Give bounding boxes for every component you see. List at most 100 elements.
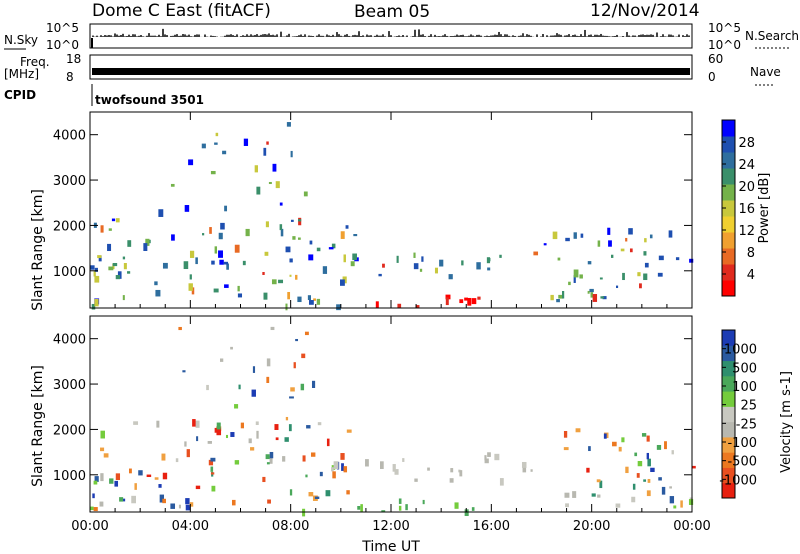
- echo-cell: [306, 425, 311, 429]
- colorbar-tick-label: 1000: [724, 343, 757, 358]
- echo-cell: [602, 296, 607, 300]
- echo-cell: [621, 437, 625, 443]
- echo-cell: [270, 326, 275, 331]
- echo-cell: [145, 238, 150, 246]
- echo-cell: [262, 476, 266, 483]
- echo-cell: [459, 470, 463, 477]
- echo-cell: [378, 273, 382, 277]
- echo-cell: [345, 225, 349, 229]
- echo-cell: [357, 506, 361, 510]
- y-tick-label: 1000: [53, 265, 86, 280]
- echo-cell: [268, 181, 272, 185]
- echo-cell: [543, 243, 547, 246]
- echo-cell: [143, 243, 148, 251]
- echo-cell: [224, 284, 229, 288]
- echo-cell: [271, 279, 277, 285]
- echo-cell: [656, 444, 662, 450]
- echo-cell: [202, 233, 205, 236]
- echo-cell: [115, 218, 120, 223]
- colorbar-tick-label: -100: [727, 436, 757, 451]
- echo-cell: [568, 281, 571, 286]
- echo-cell: [196, 436, 199, 442]
- echo-cell: [563, 447, 569, 451]
- echo-cell: [162, 262, 168, 269]
- echo-cell: [346, 490, 350, 495]
- echo-cell: [647, 458, 651, 467]
- echo-cell: [340, 279, 345, 286]
- echo-cell: [471, 507, 475, 511]
- colorbar-tick-label: -500: [727, 455, 757, 470]
- echo-cell: [343, 254, 346, 263]
- echo-cell: [90, 506, 94, 511]
- echo-cell: [558, 294, 564, 299]
- echo-cell: [309, 240, 313, 245]
- echo-cell: [255, 421, 259, 426]
- echo-cell: [564, 492, 570, 498]
- echo-cell: [98, 255, 102, 262]
- echo-cell: [405, 504, 408, 511]
- echo-cell: [487, 452, 491, 457]
- echo-cell: [230, 432, 235, 437]
- echo-cell: [218, 250, 223, 258]
- echo-cell: [589, 288, 594, 293]
- colorbar-tick-label: 500: [732, 361, 757, 376]
- colorbar-segment: [722, 168, 735, 185]
- x-tick-label: 12:00: [372, 519, 409, 534]
- cpid-value: twofsound 3501: [95, 93, 204, 107]
- echo-cell: [282, 456, 286, 462]
- echo-cell: [122, 256, 126, 260]
- nsky-tick-bottom: 10^0: [46, 38, 79, 52]
- echo-cell: [154, 477, 159, 480]
- echo-cell: [573, 269, 579, 278]
- colorbar-segment: [722, 136, 735, 153]
- echo-cell: [394, 469, 399, 475]
- echo-cell: [486, 257, 491, 264]
- echo-cell: [350, 261, 355, 267]
- echo-cell: [461, 260, 464, 266]
- echo-cell: [575, 428, 581, 433]
- echo-cell: [328, 247, 334, 250]
- echo-cell: [100, 447, 105, 452]
- echo-cell: [295, 338, 299, 342]
- echo-cell: [552, 231, 558, 240]
- colorbar-tick-label: 100: [732, 380, 757, 395]
- echo-cell: [565, 237, 570, 242]
- echo-cell: [170, 183, 175, 187]
- echo-cell: [449, 478, 454, 483]
- echo-cell: [252, 366, 256, 373]
- echo-cell: [459, 299, 464, 304]
- echo-cell: [189, 250, 195, 258]
- echo-cell: [649, 234, 653, 239]
- echo-cell: [565, 503, 569, 508]
- echo-cell: [211, 485, 216, 492]
- echo-cell: [216, 427, 222, 436]
- colorbar-tick-label: 12: [738, 224, 755, 239]
- echo-cell: [131, 495, 136, 504]
- echo-cell: [297, 237, 301, 240]
- echo-cell: [572, 491, 577, 498]
- echo-cell: [573, 275, 576, 283]
- colorbar-segment: [722, 248, 735, 265]
- echo-cell: [158, 484, 162, 488]
- echo-cell: [303, 191, 308, 197]
- echo-cell: [214, 142, 218, 145]
- nsearch-label: N.Search: [745, 29, 799, 43]
- echo-cell: [381, 510, 386, 513]
- colorbar-segment: [722, 452, 735, 468]
- echo-cell: [550, 294, 554, 301]
- y-tick-label: 3000: [53, 174, 86, 189]
- echo-cell: [256, 430, 259, 439]
- echo-cell: [297, 219, 302, 222]
- echo-cell: [93, 270, 96, 277]
- echo-cell: [413, 252, 416, 258]
- echo-cell: [107, 243, 112, 252]
- echo-cell: [398, 498, 402, 504]
- colorbar-segment: [722, 280, 735, 297]
- echo-cell: [218, 232, 223, 240]
- echo-cell: [279, 224, 283, 231]
- echo-cell: [266, 358, 271, 367]
- echo-cell: [290, 387, 295, 392]
- echo-cell: [658, 477, 662, 481]
- echo-cell: [445, 297, 449, 306]
- echo-cell: [671, 450, 674, 455]
